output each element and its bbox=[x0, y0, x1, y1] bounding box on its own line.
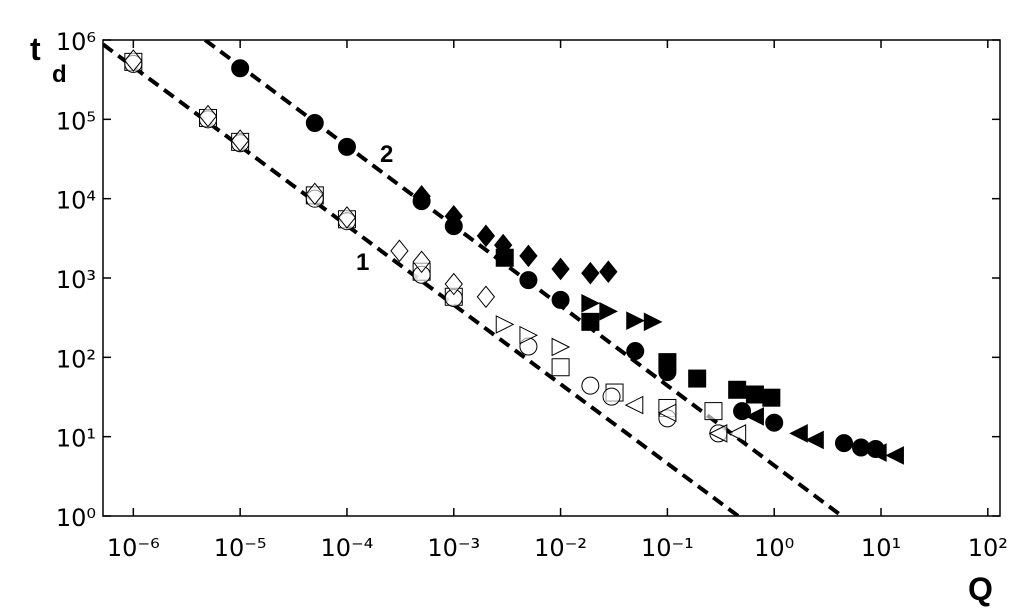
x-tick-label: 10² bbox=[968, 534, 1008, 562]
marker-triangle-left bbox=[868, 443, 887, 462]
y-tick-label: 10⁴ bbox=[56, 187, 96, 215]
marker-triangle-right bbox=[519, 325, 539, 345]
marker-triangle-right bbox=[581, 293, 600, 313]
y-axis-label-sub: d bbox=[52, 61, 67, 88]
marker-triangle-left bbox=[805, 430, 824, 450]
marker-circle bbox=[231, 59, 250, 78]
marker-triangle-left bbox=[708, 424, 728, 443]
marker-triangle-left bbox=[657, 403, 677, 423]
marker-triangle-right bbox=[626, 311, 645, 330]
marker-circle bbox=[305, 113, 324, 132]
marker-square bbox=[688, 369, 707, 388]
x-tick-label: 10⁻¹ bbox=[641, 534, 694, 562]
marker-diamond bbox=[412, 250, 431, 274]
marker-diamond bbox=[198, 104, 218, 128]
marker-diamond bbox=[124, 49, 143, 72]
x-tick-label: 10⁻⁵ bbox=[214, 534, 267, 562]
marker-triangle-right bbox=[643, 312, 663, 332]
marker-square bbox=[704, 402, 723, 421]
marker-diamond bbox=[519, 244, 538, 268]
x-tick-label: 10⁻³ bbox=[427, 534, 480, 562]
y-tick-label: 10⁶ bbox=[56, 28, 96, 56]
marker-circle bbox=[626, 342, 645, 361]
marker-circle bbox=[602, 387, 621, 406]
x-tick-label: 10¹ bbox=[861, 534, 901, 562]
line-label: 1 bbox=[356, 249, 369, 276]
marker-circle bbox=[551, 290, 570, 309]
marker-circle bbox=[581, 376, 600, 395]
marker-triangle-left bbox=[885, 446, 904, 465]
x-tick-label: 10⁻² bbox=[534, 534, 587, 562]
marker-circle bbox=[337, 137, 356, 156]
marker-diamond bbox=[599, 260, 618, 284]
y-tick-label: 10³ bbox=[56, 266, 96, 294]
y-tick-label: 10¹ bbox=[56, 425, 96, 453]
marker-diamond bbox=[444, 272, 463, 296]
marker-diamond bbox=[390, 239, 409, 263]
marker-diamond bbox=[551, 257, 570, 281]
marker-diamond bbox=[476, 224, 496, 248]
x-tick-label: 10⁻⁶ bbox=[107, 534, 160, 562]
marker-triangle-right bbox=[495, 315, 515, 334]
marker-square bbox=[495, 248, 514, 267]
marker-square bbox=[658, 353, 677, 372]
marker-triangle-left bbox=[624, 395, 644, 415]
marker-diamond bbox=[337, 206, 357, 229]
marker-square bbox=[551, 358, 570, 377]
marker-circle bbox=[733, 402, 752, 421]
marker-square bbox=[581, 312, 600, 331]
marker-square bbox=[745, 385, 764, 404]
x-axis-label: Q bbox=[968, 571, 993, 607]
marker-diamond bbox=[581, 261, 600, 285]
marker-diamond bbox=[444, 204, 463, 228]
marker-circle bbox=[834, 434, 853, 453]
marker-diamond bbox=[305, 182, 324, 206]
marker-circle bbox=[519, 271, 538, 290]
y-tick-label: 10² bbox=[56, 345, 96, 373]
marker-diamond bbox=[476, 285, 496, 309]
marker-diamond bbox=[231, 129, 250, 152]
marker-triangle-right bbox=[599, 302, 618, 321]
x-tick-label: 10⁻⁴ bbox=[321, 534, 374, 562]
marker-triangle-left bbox=[745, 407, 764, 426]
y-tick-label: 10⁵ bbox=[56, 107, 96, 135]
marker-circle bbox=[765, 413, 784, 432]
marker-triangle-left bbox=[727, 424, 747, 443]
y-axis-label: t bbox=[30, 31, 41, 67]
marker-triangle-right bbox=[551, 337, 571, 357]
y-tick-label: 10⁰ bbox=[56, 504, 96, 532]
marker-diamond bbox=[412, 185, 431, 208]
marker-triangle-left bbox=[789, 424, 808, 443]
marker-square bbox=[728, 380, 747, 399]
x-tick-label: 10⁰ bbox=[754, 534, 794, 562]
markers bbox=[124, 49, 904, 465]
line-label: 2 bbox=[380, 141, 393, 168]
marker-square bbox=[762, 388, 781, 407]
